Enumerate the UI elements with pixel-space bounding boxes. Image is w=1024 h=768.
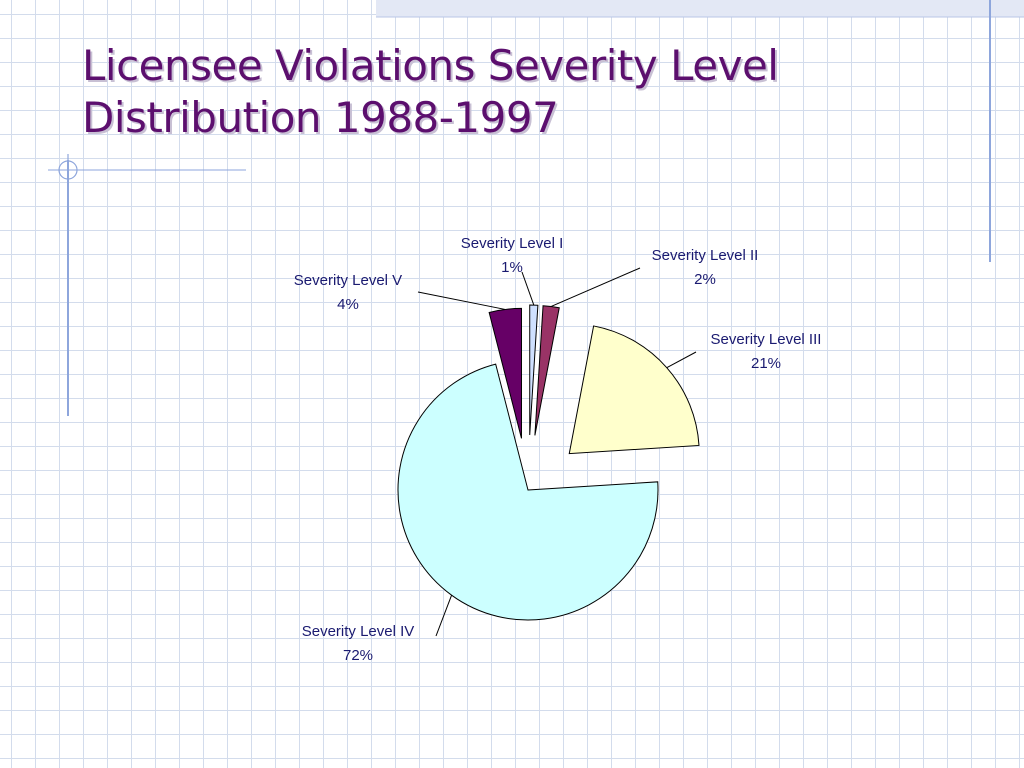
leader-line-2 xyxy=(550,267,641,307)
pie-slice-2 xyxy=(534,305,560,436)
slice-percent-4: 72% xyxy=(343,647,373,664)
pie-slice-1 xyxy=(529,304,539,436)
slice-label-3: Severity Level III xyxy=(711,331,822,348)
slide-title-line-2: Distribution 1988-1997 xyxy=(82,93,559,142)
leader-line-5 xyxy=(417,291,506,310)
leader-line-1 xyxy=(521,271,535,306)
slice-percent-1: 1% xyxy=(501,259,523,276)
top-accent-band xyxy=(376,0,1024,17)
slice-percent-2: 2% xyxy=(694,271,716,288)
slice-label-4: Severity Level IV xyxy=(302,623,415,640)
slice-label-5: Severity Level V xyxy=(294,272,402,289)
leader-line-3 xyxy=(666,351,697,369)
slice-percent-5: 4% xyxy=(337,296,359,313)
slice-label-2: Severity Level II xyxy=(652,247,759,264)
pie-slice-5 xyxy=(488,307,522,439)
slide-title-line-1: Licensee Violations Severity Level xyxy=(82,41,779,90)
slice-percent-3: 21% xyxy=(751,355,781,372)
slide-title: Licensee Violations Severity Level Distr… xyxy=(82,40,962,144)
leader-line-4 xyxy=(435,594,453,637)
pie-slice-3 xyxy=(568,325,700,455)
slice-label-1: Severity Level I xyxy=(461,235,564,252)
